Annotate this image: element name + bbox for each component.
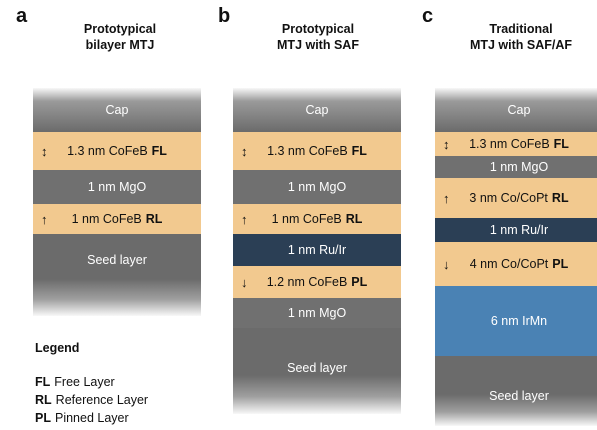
- mgo-layer: 1 nm MgO: [435, 156, 597, 178]
- free-layer: ↕ 1.3 nm CoFeB FL: [435, 132, 597, 156]
- panel-c-title: Traditional MTJ with SAF/AF: [431, 21, 597, 53]
- pinned-layer: ↓ 1.2 nm CoFeB PL: [233, 266, 401, 298]
- layer-label: Cap: [305, 103, 329, 117]
- seed-layer: Seed layer: [435, 356, 597, 426]
- layer-abbr: RL: [345, 212, 363, 226]
- mgo-layer: 1 nm MgO: [33, 170, 201, 204]
- layer-label: 1 nm MgO: [287, 306, 347, 320]
- layer-label: 1 nm Ru/Ir: [287, 243, 347, 257]
- seed-layer: Seed layer: [233, 328, 401, 414]
- up-down-arrow-icon: ↕: [443, 136, 450, 152]
- reference-layer: ↑ 1 nm CoFeB RL: [233, 204, 401, 234]
- cap-layer: Cap: [233, 88, 401, 132]
- legend-abbr: RL: [35, 393, 52, 407]
- spacer-layer: 1 nm Ru/Ir: [233, 234, 401, 266]
- up-arrow-icon: ↑: [241, 211, 248, 227]
- antiferromagnet-layer: 6 nm IrMn: [435, 286, 597, 356]
- layer-abbr: RL: [551, 191, 569, 205]
- layer-label: Seed layer: [287, 361, 347, 375]
- layer-label: Seed layer: [87, 253, 147, 267]
- layer-label: Cap: [507, 103, 531, 117]
- panel-a-letter: a: [16, 5, 28, 27]
- down-arrow-icon: ↓: [241, 274, 248, 290]
- mgo-layer: 1 nm MgO: [233, 170, 401, 204]
- panel-b-title: Prototypical MTJ with SAF: [228, 21, 408, 53]
- down-arrow-icon: ↓: [443, 256, 450, 272]
- panel-a-title-line2: bilayer MTJ: [85, 38, 155, 52]
- layer-abbr: FL: [351, 144, 367, 158]
- layer-label: 1.3 nm CoFeB: [469, 137, 550, 151]
- layer-abbr: PL: [552, 257, 569, 271]
- legend-title: Legend: [35, 341, 80, 355]
- layer-label: Cap: [105, 103, 129, 117]
- layer-abbr: RL: [145, 212, 163, 226]
- layer-label: 1 nm CoFeB: [71, 212, 142, 226]
- legend-item-fl: FL Free Layer: [35, 375, 115, 389]
- spacer-layer: 1 nm Ru/Ir: [435, 218, 597, 242]
- layer-label: 1.2 nm CoFeB: [266, 275, 348, 289]
- panel-b-letter: b: [218, 5, 231, 27]
- layer-label: 1.3 nm CoFeB: [67, 144, 148, 158]
- reference-layer: ↑ 1 nm CoFeB RL: [33, 204, 201, 234]
- up-down-arrow-icon: ↕: [241, 143, 248, 159]
- legend-item-rl: RL Reference Layer: [35, 393, 148, 407]
- panel-c-letter: c: [422, 5, 434, 27]
- cap-layer: Cap: [435, 88, 597, 132]
- legend-item-pl: PL Pinned Layer: [35, 411, 129, 425]
- panel-a-title-line1: Prototypical: [83, 22, 157, 36]
- layer-label: Seed layer: [489, 389, 549, 403]
- layer-label: 1.3 nm CoFeB: [267, 144, 348, 158]
- layer-label: 3 nm Co/CoPt: [469, 191, 548, 205]
- panel-c-title-line1: Traditional: [489, 22, 553, 36]
- legend-text: Pinned Layer: [54, 411, 129, 425]
- panel-b-title-line1: Prototypical: [281, 22, 355, 36]
- layer-abbr: FL: [553, 137, 569, 151]
- pinned-layer: ↓ 4 nm Co/CoPt PL: [435, 242, 597, 286]
- legend-abbr: FL: [35, 375, 51, 389]
- free-layer: ↕ 1.3 nm CoFeB FL: [33, 132, 201, 170]
- legend-text: Reference Layer: [55, 393, 149, 407]
- up-arrow-icon: ↑: [41, 211, 48, 227]
- panel-c-title-line2: MTJ with SAF/AF: [469, 38, 573, 52]
- up-down-arrow-icon: ↕: [41, 143, 48, 159]
- cap-layer: Cap: [33, 88, 201, 132]
- panel-a-title: Prototypical bilayer MTJ: [30, 21, 210, 53]
- layer-label: 4 nm Co/CoPt: [469, 257, 549, 271]
- mgo-layer: 1 nm MgO: [233, 298, 401, 328]
- layer-abbr: PL: [351, 275, 368, 289]
- layer-label: 1 nm Ru/Ir: [489, 223, 549, 237]
- reference-layer: ↑ 3 nm Co/CoPt RL: [435, 178, 597, 218]
- layer-label: 1 nm MgO: [489, 160, 549, 174]
- up-arrow-icon: ↑: [443, 190, 450, 206]
- layer-label: 1 nm CoFeB: [271, 212, 342, 226]
- free-layer: ↕ 1.3 nm CoFeB FL: [233, 132, 401, 170]
- legend-abbr: PL: [35, 411, 51, 425]
- layer-label: 6 nm IrMn: [490, 314, 548, 328]
- layer-label: 1 nm MgO: [87, 180, 147, 194]
- panel-b-title-line2: MTJ with SAF: [277, 38, 359, 52]
- layer-abbr: FL: [151, 144, 167, 158]
- seed-layer: Seed layer: [33, 234, 201, 316]
- legend-text: Free Layer: [54, 375, 115, 389]
- layer-label: 1 nm MgO: [287, 180, 347, 194]
